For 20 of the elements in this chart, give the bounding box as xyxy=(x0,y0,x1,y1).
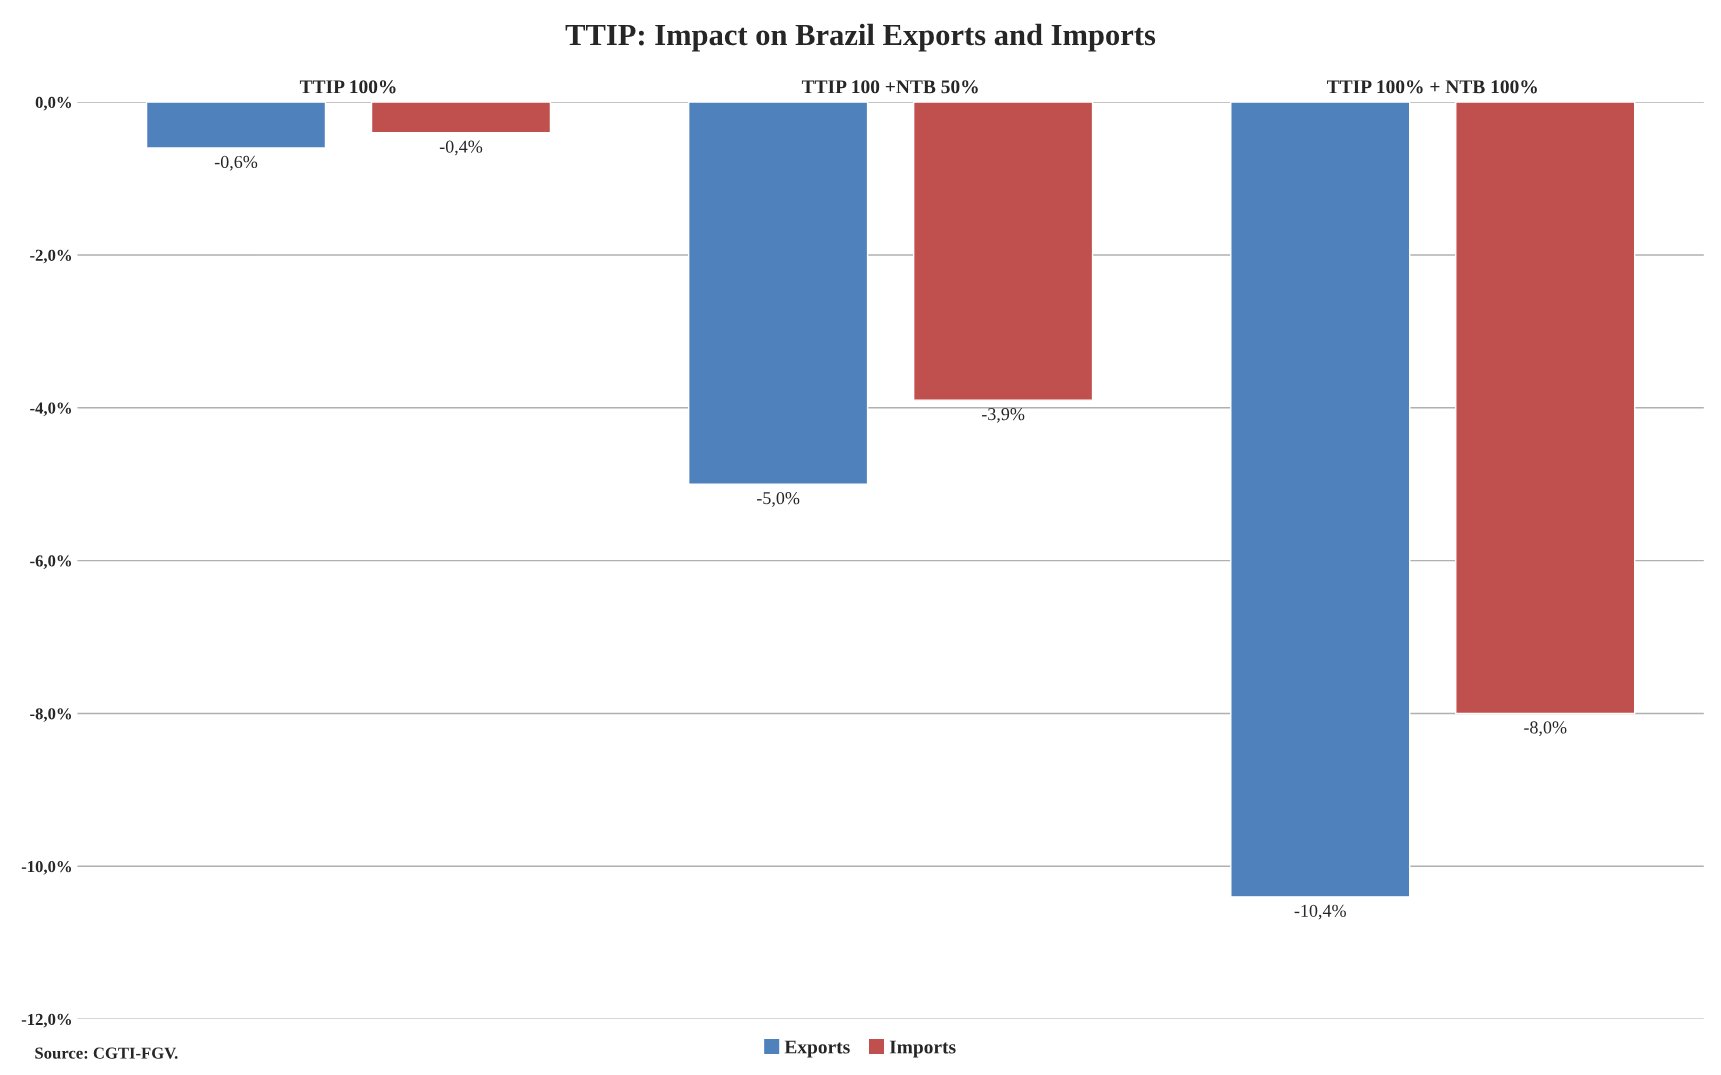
legend-label: Exports xyxy=(784,1040,850,1058)
data-label: -0,4% xyxy=(439,140,483,156)
data-label: -0,6% xyxy=(214,155,258,171)
data-label: -5,0% xyxy=(756,492,800,507)
x-tick-label: TTIP 100% + NTB 100% xyxy=(1327,80,1537,94)
y-tick-label: -4,0% xyxy=(30,402,72,417)
y-tick-label: -8,0% xyxy=(30,708,72,722)
data-label: -10,4% xyxy=(1294,904,1346,920)
data-label: -8,0% xyxy=(1524,721,1567,737)
x-tick-label: TTIP 100% xyxy=(299,80,396,94)
chart-title: TTIP: Impact on Brazil Exports and Imports xyxy=(565,23,1156,52)
x-tick-label: TTIP 100 +NTB 50% xyxy=(801,80,978,94)
legend-label: Imports xyxy=(889,1040,956,1058)
y-tick-label: -6,0% xyxy=(30,555,72,569)
data-label: -3,9% xyxy=(981,408,1025,423)
y-tick-label: -2,0% xyxy=(30,249,72,264)
y-tick-label: -10,0% xyxy=(21,860,72,875)
source-note: Source: CGTI-FGV. xyxy=(35,1047,178,1059)
y-tick-label: 0,0% xyxy=(35,96,72,111)
y-tick-label: -12,0% xyxy=(21,1013,72,1028)
